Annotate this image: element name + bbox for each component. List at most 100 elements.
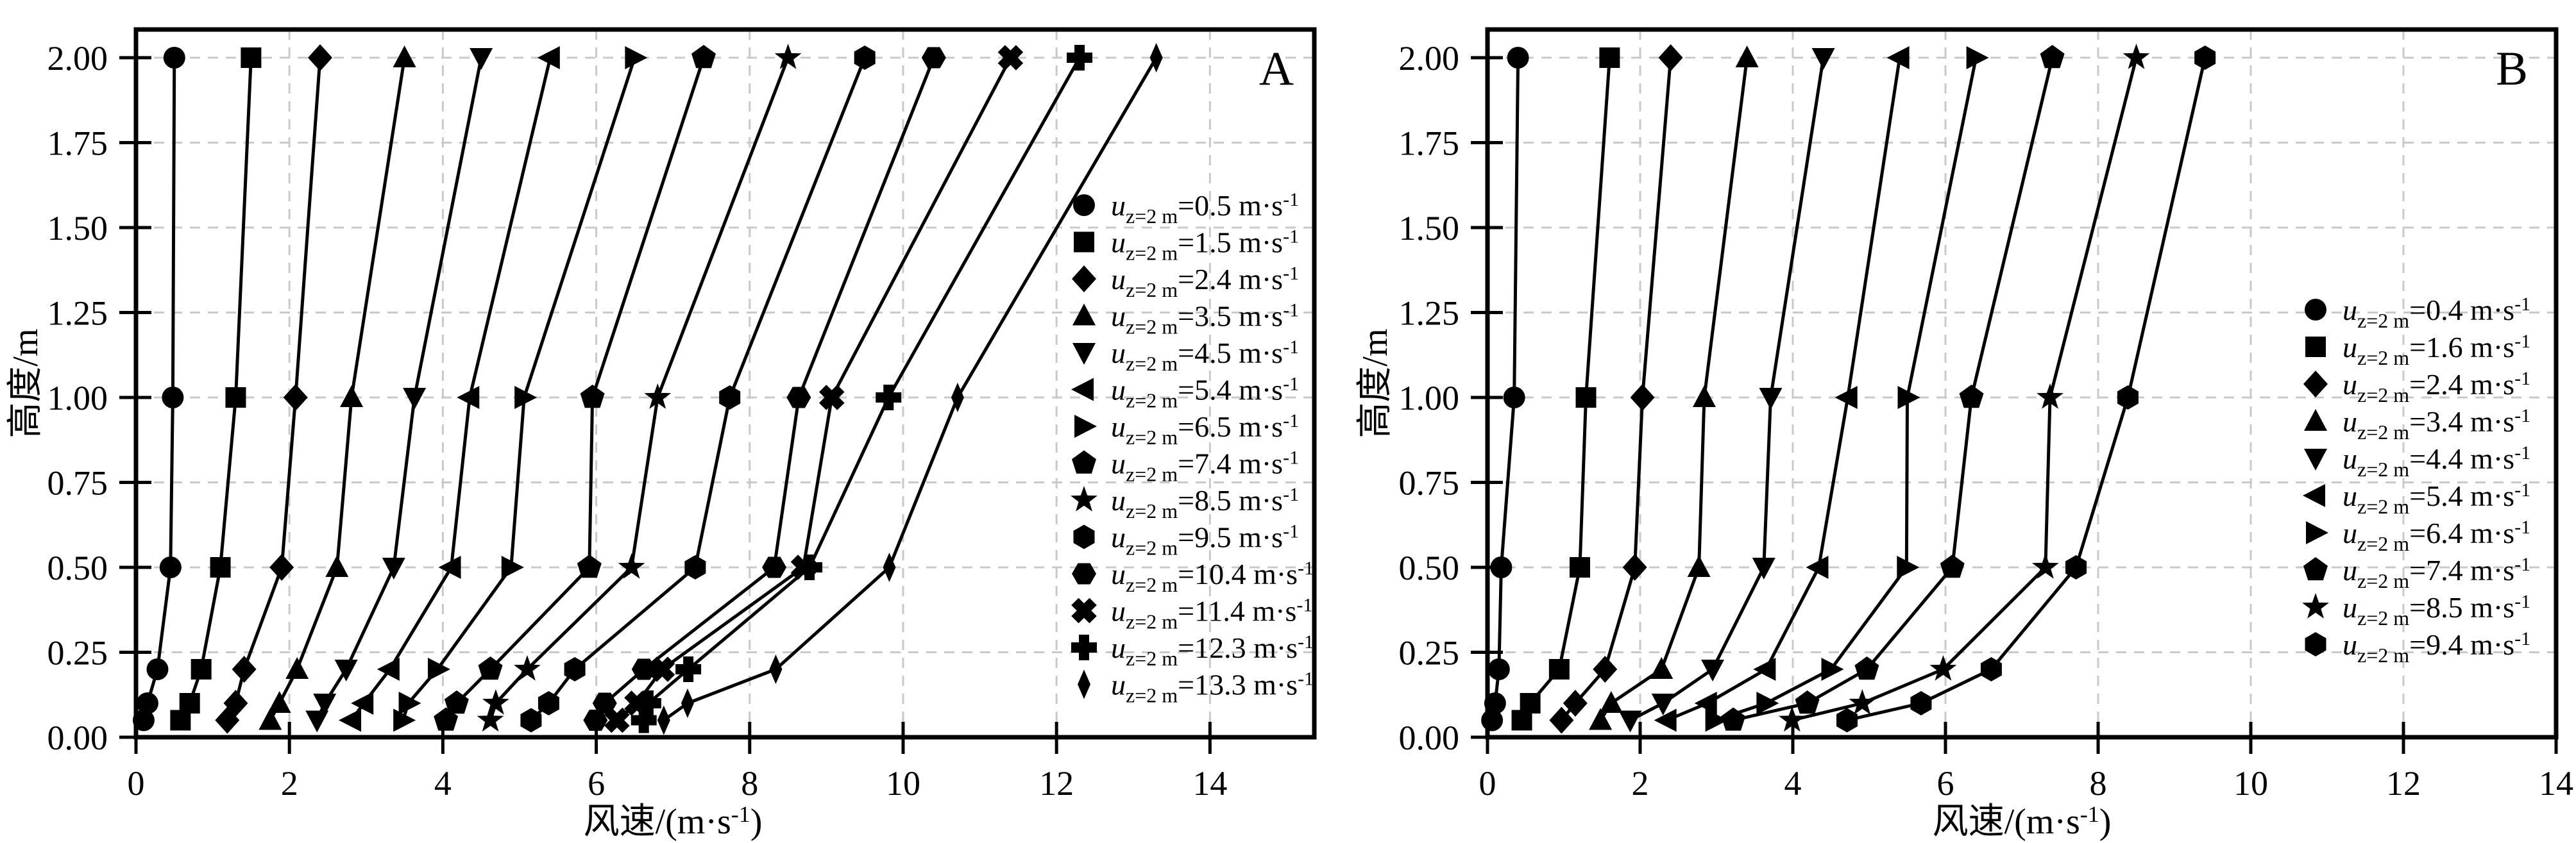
triangle-right-marker bbox=[398, 691, 421, 715]
triangle-up-marker bbox=[1687, 555, 1711, 577]
triangle-down-marker bbox=[1618, 710, 1642, 733]
star-marker bbox=[644, 383, 672, 409]
plus-marker bbox=[1067, 44, 1093, 71]
triangle-right-marker bbox=[1756, 691, 1779, 715]
legend-item: uz=2 m=4.5 m·s-1 bbox=[1072, 337, 1299, 375]
legend-pentagon-marker bbox=[2303, 557, 2328, 581]
triangle-left-marker bbox=[377, 657, 400, 681]
triangle-left-marker bbox=[1806, 555, 1829, 579]
star-marker bbox=[1778, 706, 1806, 732]
square-marker bbox=[1569, 556, 1590, 578]
legend-label: uz=2 m=11.4 m·s-1 bbox=[1111, 595, 1312, 633]
circle-marker bbox=[159, 556, 182, 578]
legend-label: uz=2 m=9.5 m·s-1 bbox=[1111, 521, 1299, 560]
diamond-marker bbox=[1563, 689, 1588, 717]
pentagon-marker bbox=[580, 384, 605, 408]
y-tick-label: 0.50 bbox=[47, 549, 108, 587]
series-markers bbox=[1481, 43, 2216, 734]
legend-label: uz=2 m=0.4 m·s-1 bbox=[2343, 294, 2530, 332]
hexagon-marker bbox=[854, 45, 876, 70]
hexagon-marker bbox=[520, 708, 542, 733]
diamond-thin-marker bbox=[951, 382, 964, 412]
pentagon-marker bbox=[691, 44, 716, 69]
hexagon-flat-marker bbox=[583, 709, 608, 731]
square-marker bbox=[1575, 387, 1597, 408]
y-tick-label: 1.75 bbox=[47, 124, 108, 162]
legend-plus-marker bbox=[1071, 635, 1097, 660]
legend-item: uz=2 m=0.5 m·s-1 bbox=[1073, 189, 1299, 228]
legend-diamond-marker bbox=[1072, 265, 1096, 292]
triangle-up-marker bbox=[1599, 690, 1623, 713]
triangle-right-marker bbox=[1966, 46, 1989, 69]
circle-marker bbox=[136, 692, 158, 714]
legend-triangle-left-marker bbox=[2303, 484, 2325, 507]
triangle-left-marker bbox=[1835, 385, 1858, 409]
triangle-up-marker bbox=[1650, 656, 1674, 679]
plus-marker bbox=[797, 554, 823, 580]
hexagon-marker bbox=[1836, 708, 1858, 733]
pentagon-marker bbox=[1854, 656, 1879, 680]
circle-marker bbox=[146, 658, 169, 680]
legend-label: uz=2 m=1.5 m·s-1 bbox=[1111, 226, 1299, 265]
hexagon-marker bbox=[684, 555, 706, 580]
triangle-down-marker bbox=[470, 47, 493, 70]
hexagon-flat-marker bbox=[762, 556, 787, 578]
y-tick-label: 0.25 bbox=[1399, 633, 1460, 672]
diamond-marker bbox=[1593, 655, 1618, 683]
legend-label: uz=2 m=5.4 m·s-1 bbox=[1111, 374, 1299, 412]
legend-item: uz=2 m=2.4 m·s-1 bbox=[2303, 368, 2530, 406]
triangle-up-marker bbox=[258, 708, 282, 730]
triangle-up-marker bbox=[267, 690, 291, 713]
diamond-marker bbox=[1549, 706, 1574, 734]
legend-label: uz=2 m=4.5 m·s-1 bbox=[1111, 337, 1299, 375]
diamond-thin-marker bbox=[883, 552, 896, 582]
plus-marker bbox=[675, 656, 702, 682]
y-tick-label: 0.25 bbox=[47, 633, 108, 672]
legend-square-marker bbox=[2305, 337, 2326, 357]
star-marker bbox=[482, 689, 509, 715]
hexagon-flat-marker bbox=[786, 387, 811, 408]
legend-item: uz=2 m=3.4 m·s-1 bbox=[2304, 405, 2530, 444]
plus-marker bbox=[631, 707, 657, 733]
diamond-marker bbox=[232, 655, 257, 683]
legend-star-marker bbox=[2302, 593, 2329, 619]
triangle-down-marker bbox=[1811, 47, 1835, 70]
legend-label: uz=2 m=13.3 m·s-1 bbox=[1111, 669, 1314, 707]
y-tick-label: 1.25 bbox=[1399, 294, 1460, 332]
legend-item: uz=2 m=6.4 m·s-1 bbox=[2306, 517, 2530, 555]
y-tick-label: 0.00 bbox=[47, 719, 108, 757]
triangle-left-marker bbox=[1694, 691, 1717, 715]
panel-b: 0 2 4 6 8 10 12 14 0.00 0.25 0.50 0.75 1.00 1.25 1.50 1… bbox=[1355, 27, 2573, 842]
y-tick-label: 1.75 bbox=[1399, 124, 1460, 162]
plot-frame bbox=[1485, 27, 2559, 740]
square-marker bbox=[241, 47, 262, 68]
legend-label: uz=2 m=6.5 m·s-1 bbox=[1111, 410, 1299, 449]
xstar-marker bbox=[649, 656, 675, 682]
square-marker bbox=[225, 387, 246, 408]
diamond-marker bbox=[1658, 44, 1683, 71]
legend-item: uz=2 m=10.4 m·s-1 bbox=[1072, 558, 1314, 596]
square-marker bbox=[1599, 47, 1620, 68]
legend-circle-marker bbox=[1073, 194, 1095, 216]
hexagon-marker bbox=[719, 385, 741, 410]
legend-item: uz=2 m=7.4 m·s-1 bbox=[2303, 554, 2530, 592]
triangle-left-marker bbox=[457, 385, 480, 409]
axis-ticks bbox=[119, 56, 1212, 754]
legend-label: uz=2 m=6.4 m·s-1 bbox=[2343, 517, 2530, 555]
tick-labels: 0 2 4 6 8 10 12 14 0.00 0.25 0.50 0.75 1.00 1.25 1.50 1… bbox=[47, 39, 1228, 803]
panel-corner-label: A bbox=[1259, 42, 1294, 96]
star-marker bbox=[774, 43, 802, 69]
legend-item: uz=2 m=3.5 m·s-1 bbox=[1072, 300, 1299, 338]
triangle-left-marker bbox=[1753, 657, 1776, 681]
y-tick-label: 2.00 bbox=[1399, 39, 1460, 78]
legend-item: uz=2 m=1.5 m·s-1 bbox=[1074, 226, 1299, 265]
legend-item: uz=2 m=8.5 m·s-1 bbox=[2302, 591, 2530, 630]
triangle-right-marker bbox=[514, 385, 538, 409]
xstar-marker bbox=[997, 45, 1024, 71]
legend-item: uz=2 m=0.4 m·s-1 bbox=[2305, 294, 2530, 332]
triangle-left-marker bbox=[339, 708, 362, 732]
legend-star-marker bbox=[1071, 486, 1097, 512]
diamond-thin-marker bbox=[657, 705, 670, 735]
circle-marker bbox=[1503, 386, 1525, 408]
